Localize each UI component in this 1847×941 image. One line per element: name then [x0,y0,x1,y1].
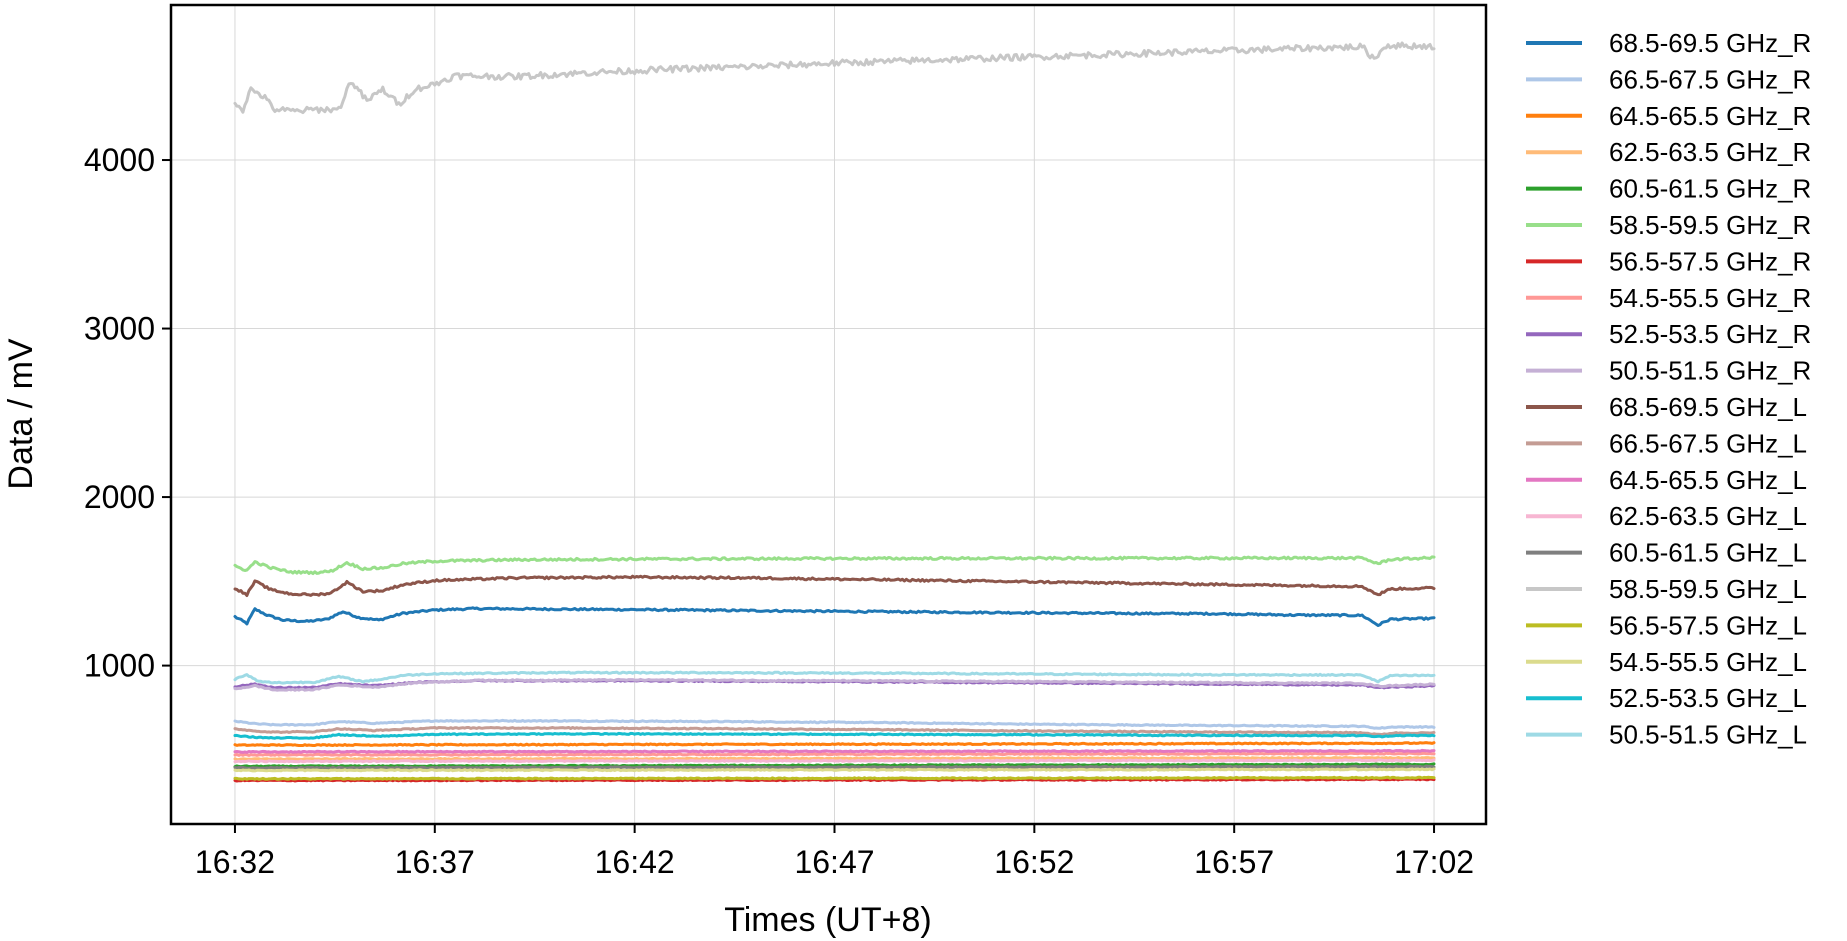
legend-label: 54.5-55.5 GHz_L [1609,647,1807,677]
series-line-2 [233,741,1436,747]
series-line-16 [233,775,1436,781]
legend-label: 62.5-63.5 GHz_R [1609,137,1811,167]
legend-label: 50.5-51.5 GHz_L [1609,720,1807,750]
y-tick-label: 1000 [84,648,155,684]
y-axis-label: Data / mV [2,338,40,489]
series-line-0 [233,606,1436,627]
x-tick-label: 16:42 [595,844,675,880]
series-line-13 [233,758,1436,764]
legend-label: 52.5-53.5 GHz_R [1609,319,1811,349]
series-lines [233,41,1436,783]
legend-label: 64.5-65.5 GHz_L [1609,465,1807,495]
y-axis-ticks: 1000 2000 3000 4000 [84,142,171,684]
series-line-9 [233,677,1436,692]
legend-label: 68.5-69.5 GHz_R [1609,28,1811,58]
x-tick-label: 16:37 [395,844,475,880]
y-tick-label: 2000 [84,479,155,515]
series-line-7 [233,751,1436,757]
legend-label: 54.5-55.5 GHz_R [1609,283,1811,313]
x-tick-label: 16:47 [794,844,874,880]
legend-label: 62.5-63.5 GHz_L [1609,501,1807,531]
series-line-18 [233,731,1436,740]
legend-label: 58.5-59.5 GHz_R [1609,210,1811,240]
plot-frame [169,3,1488,826]
series-line-15 [233,41,1436,115]
x-tick-label: 16:32 [195,844,275,880]
y-tick-label: 3000 [84,311,155,347]
x-tick-label: 16:57 [1194,844,1274,880]
x-axis-label: Times (UT+8) [724,901,931,939]
series-line-3 [233,756,1436,762]
series-line-10 [233,574,1436,597]
legend: 68.5-69.5 GHz_R 66.5-67.5 GHz_R 64.5-65.5 … [1526,28,1811,750]
series-line-1 [233,718,1436,730]
series-line-11 [233,726,1436,737]
legend-label: 64.5-65.5 GHz_R [1609,101,1811,131]
legend-label: 60.5-61.5 GHz_L [1609,538,1807,568]
series-line-12 [233,748,1436,754]
legend-label: 52.5-53.5 GHz_L [1609,683,1807,713]
series-line-14 [233,764,1436,770]
x-axis-ticks: 16:32 16:37 16:42 16:47 16:52 16:57 17:02 [195,824,1474,880]
legend-label: 58.5-59.5 GHz_L [1609,574,1807,604]
y-tick-label: 4000 [84,142,155,178]
series-line-19 [233,670,1436,685]
legend-label: 50.5-51.5 GHz_R [1609,356,1811,386]
grid-lines [171,5,1486,824]
x-tick-label: 17:02 [1394,844,1474,880]
series-line-4 [233,762,1436,769]
series-line-17 [233,767,1436,773]
legend-label: 56.5-57.5 GHz_R [1609,246,1811,276]
x-tick-label: 16:52 [994,844,1074,880]
legend-label: 56.5-57.5 GHz_L [1609,610,1807,640]
legend-label: 68.5-69.5 GHz_L [1609,392,1807,422]
series-line-5 [233,555,1436,576]
legend-label: 66.5-67.5 GHz_L [1609,428,1807,458]
legend-label: 60.5-61.5 GHz_R [1609,174,1811,204]
legend-label: 66.5-67.5 GHz_R [1609,64,1811,94]
